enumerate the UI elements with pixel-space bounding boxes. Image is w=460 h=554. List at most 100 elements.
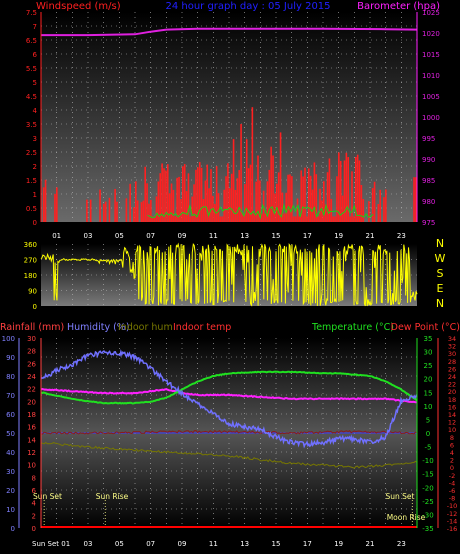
wind-bar bbox=[313, 162, 316, 222]
wind-bar bbox=[354, 156, 357, 222]
rain-tick-label: 26 bbox=[27, 360, 36, 368]
wind-bar bbox=[362, 199, 365, 222]
wind-bar bbox=[178, 176, 180, 222]
dewpoint-tick-label: -2 bbox=[449, 472, 455, 480]
wind-bar bbox=[206, 164, 209, 222]
wind-bar bbox=[343, 160, 346, 222]
wind-bar bbox=[307, 168, 310, 222]
hour-label: 11 bbox=[209, 232, 218, 240]
wind-tick-label: 4 bbox=[33, 107, 38, 115]
wind-bar bbox=[219, 216, 222, 222]
wind-bar bbox=[125, 198, 128, 222]
legend-rainfall: Rainfall (mm) bbox=[0, 322, 64, 333]
wind-bar bbox=[283, 213, 286, 222]
legend-humidity: Humidity (%) bbox=[67, 322, 130, 333]
temperature-tick-label: -30 bbox=[422, 511, 433, 519]
wind-bar bbox=[270, 146, 272, 222]
wind-bar bbox=[298, 216, 301, 222]
wind-bar bbox=[163, 168, 165, 222]
dewpoint-tick-label: -6 bbox=[449, 487, 455, 495]
dewpoint-tick-label: 20 bbox=[448, 388, 456, 396]
wind-tick-label: 6.5 bbox=[26, 37, 37, 45]
dewpoint-tick-label: 26 bbox=[448, 365, 456, 373]
wind-average-series bbox=[147, 203, 374, 220]
wind-bar bbox=[221, 216, 224, 222]
hour-label-first: Sun Set 01 bbox=[32, 540, 70, 548]
rain-tick-label: 10 bbox=[27, 462, 36, 470]
winddir-axis: 360 270 180 90 0 bbox=[24, 241, 37, 311]
wind-tick-label: 7.5 bbox=[26, 9, 37, 17]
humidity-tick-label: 20 bbox=[6, 487, 15, 495]
dewpoint-tick-label: -16 bbox=[447, 525, 458, 533]
wind-tick-label: 1.5 bbox=[26, 177, 37, 185]
hour-label: 11 bbox=[209, 540, 218, 548]
humidity-tick-label: 0 bbox=[11, 525, 15, 533]
wind-bar bbox=[371, 188, 374, 222]
wind-bar bbox=[294, 216, 297, 222]
wind-bar bbox=[89, 199, 92, 222]
legend-indoor-hum: Indoor hum bbox=[118, 322, 173, 333]
wind-bar bbox=[230, 173, 233, 222]
dewpoint-tick-label: -12 bbox=[447, 510, 458, 518]
hour-label: 21 bbox=[366, 232, 375, 240]
wind-tick-label: 5.5 bbox=[26, 65, 37, 73]
wind-bar bbox=[311, 189, 314, 222]
temperature-tick-label: 10 bbox=[424, 403, 433, 411]
wind-tick-label: 1 bbox=[33, 191, 37, 199]
wind-bar bbox=[245, 139, 248, 222]
wind-bar bbox=[251, 107, 254, 222]
hour-label: 09 bbox=[178, 540, 187, 548]
hour-label: 05 bbox=[115, 232, 124, 240]
wind-bar bbox=[114, 188, 116, 222]
wind-bar bbox=[274, 193, 276, 222]
wind-tick-label: 0.5 bbox=[26, 205, 37, 213]
wind-tick-label: 6 bbox=[33, 51, 38, 59]
wind-bar bbox=[166, 164, 169, 222]
wind-bar bbox=[259, 180, 261, 222]
wind-bar bbox=[202, 199, 205, 222]
wind-bar bbox=[180, 199, 182, 222]
barometer-tick-label: 1005 bbox=[422, 93, 440, 101]
wind-bar bbox=[172, 189, 175, 222]
wind-bar bbox=[345, 152, 348, 222]
wind-bar bbox=[213, 203, 216, 222]
hour-label: 01 bbox=[52, 232, 61, 240]
wind-bar bbox=[413, 177, 415, 222]
wind-bar bbox=[328, 158, 331, 222]
sunset-label-left: Sun Set bbox=[33, 492, 62, 501]
wind-axis: 7.5 7 6.5 6 5.5 5 4.5 4 3.5 3 2.5 2 1.5 1 0.5 0 bbox=[26, 9, 38, 227]
wind-bar bbox=[244, 184, 246, 222]
wind-bar bbox=[200, 167, 203, 222]
dewpoint-tick-label: 30 bbox=[448, 350, 456, 358]
wind-bar bbox=[249, 164, 252, 222]
winddir-tick-label: 0 bbox=[33, 303, 37, 311]
wind-bar bbox=[195, 169, 197, 222]
barometer-tick-label: 1010 bbox=[422, 72, 440, 80]
wind-bar bbox=[266, 181, 269, 222]
wind-bar bbox=[227, 163, 229, 222]
wind-bar bbox=[217, 193, 220, 222]
wind-bar bbox=[255, 181, 257, 222]
wind-bar bbox=[289, 174, 291, 222]
dewpoint-tick-label: -8 bbox=[449, 495, 455, 503]
barometer-tick-label: 975 bbox=[422, 219, 435, 227]
wind-bar bbox=[168, 193, 171, 222]
barometer-tick-label: 980 bbox=[422, 198, 435, 206]
wind-bar bbox=[153, 216, 156, 222]
wind-bar bbox=[189, 216, 192, 222]
sunrise-label: Sun Rise bbox=[96, 492, 129, 501]
wind-bar bbox=[185, 191, 188, 222]
rain-tick-label: 18 bbox=[27, 411, 36, 419]
hour-label: 09 bbox=[178, 232, 187, 240]
wind-bar bbox=[242, 213, 244, 222]
hour-label: 19 bbox=[334, 540, 343, 548]
legend-indoor-temp: Indoor temp bbox=[173, 322, 231, 333]
wind-bar bbox=[104, 201, 107, 222]
hour-label: 21 bbox=[366, 540, 375, 548]
wind-bar bbox=[150, 199, 152, 222]
temperature-tick-label: -5 bbox=[425, 444, 432, 452]
winddir-tick-label: 360 bbox=[24, 241, 37, 249]
wind-bar bbox=[296, 198, 299, 222]
winddir-series bbox=[40, 242, 418, 307]
rain-tick-label: 14 bbox=[27, 436, 36, 444]
